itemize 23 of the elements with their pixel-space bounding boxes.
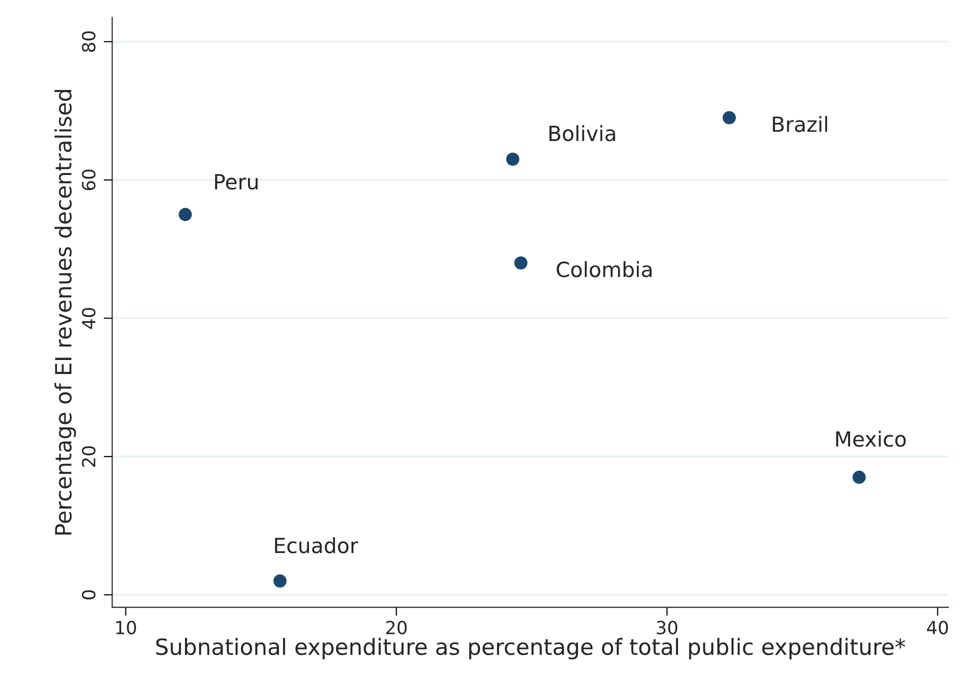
- x-tick-label: 30: [656, 620, 678, 634]
- y-tick-label: 60: [82, 170, 96, 190]
- y-tick-label: 80: [82, 31, 96, 52]
- x-tick-label: 20: [386, 620, 407, 634]
- y-tick-label: 0: [82, 590, 96, 600]
- point: [506, 152, 520, 166]
- point: [273, 574, 287, 588]
- annotation: Brazil: [772, 116, 828, 132]
- point: [178, 208, 192, 222]
- point: [514, 256, 528, 270]
- annotation: Colombia: [556, 261, 652, 278]
- y-axis-title: Percentage of EI revenues decentralised: [54, 90, 76, 535]
- annotation: Mexico: [836, 430, 906, 447]
- point: [852, 470, 866, 484]
- annotation: Bolivia: [550, 125, 616, 142]
- y-tick-label: 40: [82, 308, 96, 329]
- x-axis-title: Subnational expenditure as percentage of total public expenditure*: [156, 638, 906, 660]
- annotation: Ecuador: [275, 537, 358, 554]
- point: [722, 111, 736, 124]
- x-tick-label: 40: [927, 620, 948, 634]
- x-tick-label: 10: [116, 620, 136, 634]
- y-tick-label: 20: [82, 446, 96, 467]
- annotation: Peru: [215, 174, 258, 190]
